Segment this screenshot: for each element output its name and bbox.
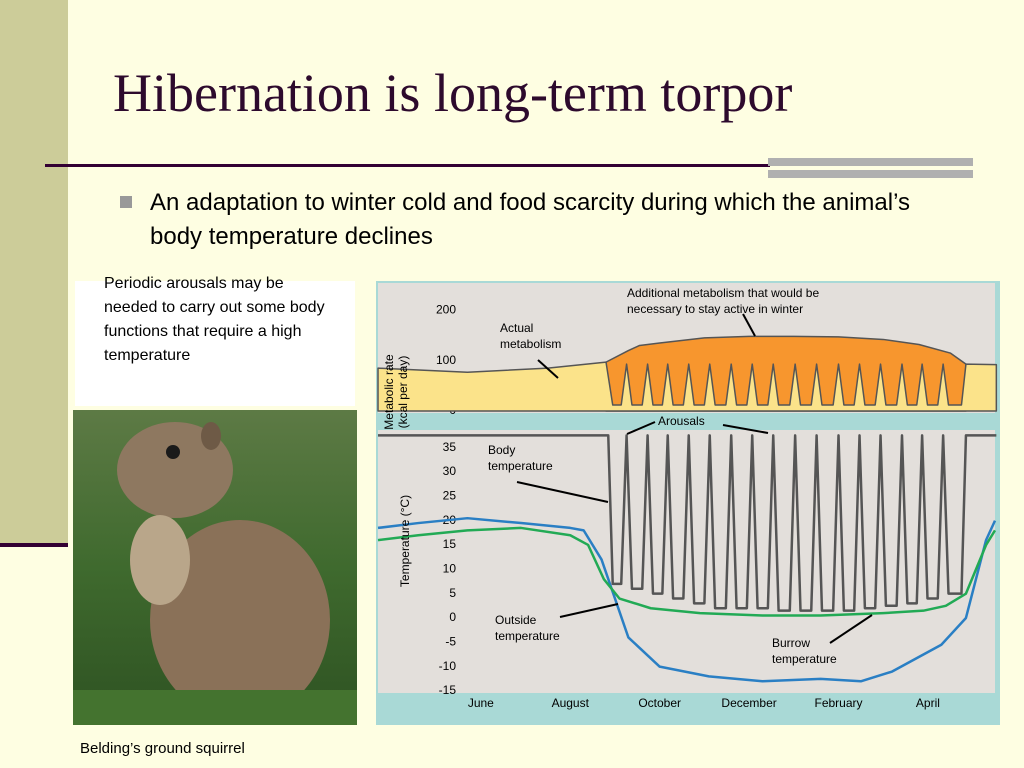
- note-box: [75, 281, 355, 406]
- pointer: [829, 614, 873, 644]
- squirrel-head: [117, 422, 233, 518]
- bullet-text: An adaptation to winter cold and food sc…: [150, 189, 910, 250]
- annotation: Body temperature: [488, 443, 553, 473]
- note-text: Periodic arousals may be needed to carry…: [104, 275, 325, 364]
- y-tick-label: -10: [439, 659, 457, 673]
- y-tick-label: 25: [443, 488, 457, 502]
- x-tick-label: June: [468, 696, 494, 710]
- line: [377, 526, 997, 617]
- annotation: Outside temperature: [495, 613, 560, 643]
- y-tick-label: -5: [445, 634, 456, 648]
- annotation: Arousals: [658, 414, 705, 428]
- y-tick-label: 100: [436, 353, 456, 367]
- line: [378, 434, 997, 612]
- area: [605, 335, 967, 412]
- area: [377, 361, 998, 412]
- bullet-marker: [120, 196, 132, 208]
- photo: [73, 410, 357, 725]
- slide-title: Hibernation is long-term torpor: [113, 63, 793, 123]
- side-bar: [0, 0, 68, 546]
- y-tick-label: 0: [449, 610, 456, 624]
- photo-grass: [73, 690, 357, 725]
- pointer: [537, 359, 559, 379]
- side-rule: [0, 543, 68, 547]
- y-axis-label: Metabolic rate (kcal per day): [382, 354, 410, 430]
- pointers: [516, 313, 873, 644]
- y-tick-label: 200: [436, 302, 456, 316]
- x-tick-label: February: [814, 696, 862, 710]
- pointer: [516, 481, 609, 503]
- y-axis-label: Temperature (°C): [398, 494, 412, 588]
- pointer: [742, 313, 756, 337]
- y-tick-label: -15: [439, 683, 457, 697]
- pointer: [722, 424, 769, 434]
- photo-caption: Belding’s ground squirrel: [80, 740, 245, 757]
- y-tick-label: 10: [443, 561, 457, 575]
- squirrel-eye: [166, 445, 180, 459]
- x-tick-label: April: [916, 696, 940, 710]
- squirrel-ear: [201, 422, 221, 450]
- annotation: Actual metabolism: [500, 321, 562, 351]
- y-tick-label: 30: [443, 464, 457, 478]
- squirrel-body: [150, 520, 330, 720]
- y-tick-label: 35: [443, 440, 457, 454]
- line: [377, 516, 997, 683]
- plots: 0100200-15-10-505101520253035JuneAugustO…: [377, 302, 998, 710]
- annotation: Additional metabolism that would be nece…: [627, 286, 820, 316]
- x-tick-label: December: [721, 696, 776, 710]
- x-tick-label: August: [552, 696, 590, 710]
- y-tick-label: 5: [449, 586, 456, 600]
- squirrel-chest: [130, 515, 190, 605]
- y-tick-label: 15: [443, 537, 457, 551]
- title-rule: [45, 164, 770, 167]
- x-tick-label: October: [638, 696, 681, 710]
- title-rule-accent: [768, 158, 973, 166]
- title-rule-accent: [768, 170, 973, 178]
- annotation: Burrow temperature: [772, 636, 837, 666]
- pointer: [559, 603, 619, 618]
- pointer: [626, 421, 656, 435]
